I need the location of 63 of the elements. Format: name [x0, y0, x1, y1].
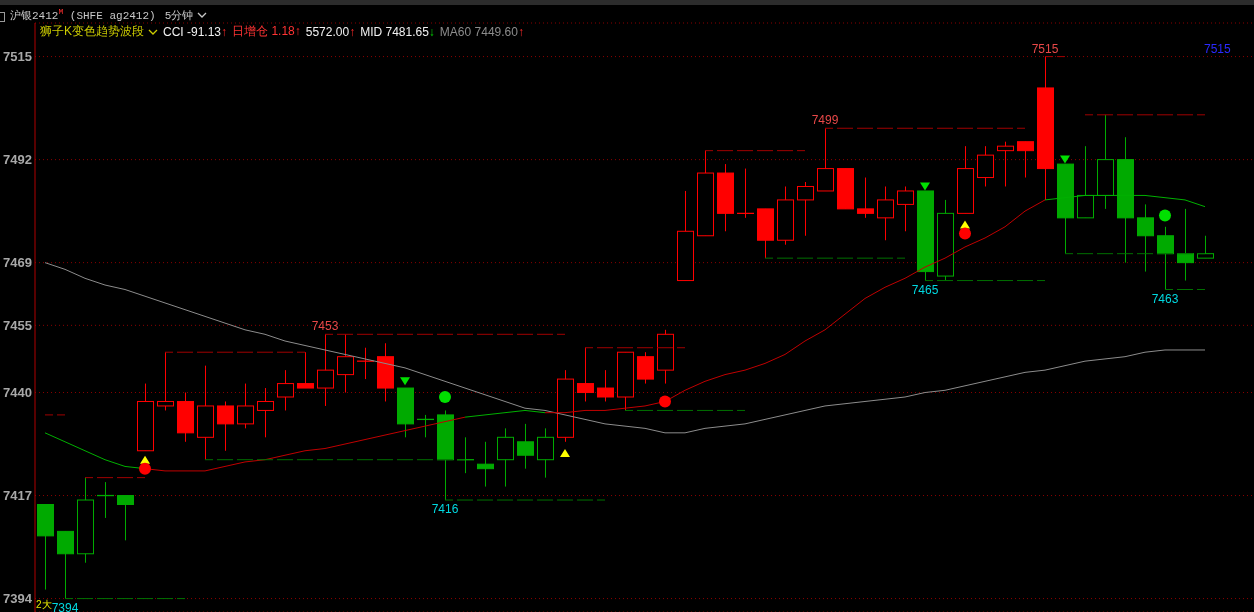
line-series	[44, 262, 1206, 434]
data-label: 7515	[1031, 41, 1059, 56]
candlestick	[1197, 235, 1214, 259]
annotation: 5572.00↑	[305, 24, 356, 39]
point	[560, 448, 570, 457]
y-tick-label: 7417	[3, 488, 32, 504]
candlestick	[157, 351, 174, 411]
annotation: CCI -91.13↑	[163, 24, 228, 39]
candlestick	[477, 441, 494, 488]
candlestick	[517, 423, 534, 470]
candlestick	[877, 185, 894, 241]
candlestick	[337, 333, 354, 394]
candlestick	[997, 141, 1014, 187]
data-label: 7394	[51, 600, 79, 612]
candlestick	[57, 530, 74, 600]
candlestick	[977, 145, 994, 187]
candlestick	[257, 387, 274, 438]
candlestick	[577, 347, 594, 402]
data-label: 7463	[1151, 291, 1179, 306]
y-tick-label: 7394	[3, 591, 33, 607]
y-tick-label: 7469	[3, 255, 32, 271]
annotation: 2大	[36, 599, 52, 610]
candlestick	[1017, 141, 1034, 179]
candlestick	[297, 351, 314, 389]
candlestick	[1177, 208, 1194, 282]
data-label: 7499	[811, 113, 839, 128]
point	[1159, 209, 1171, 222]
point	[959, 227, 971, 240]
chart-title: 沪银2412$^{M}$ (SHFE ag2412)	[10, 6, 156, 23]
candlestick	[1157, 226, 1174, 291]
candlestick	[797, 181, 814, 237]
candlestick	[217, 400, 234, 452]
candlestick	[857, 177, 874, 219]
data-label: 7465	[911, 282, 939, 297]
candlestick	[637, 351, 654, 385]
point	[659, 395, 671, 408]
candlestick	[897, 185, 914, 232]
annotation: 日增仓 1.18↑	[232, 24, 301, 38]
annotation: 狮子K变色趋势波段	[40, 24, 145, 38]
point	[439, 391, 451, 403]
data-label: 7453	[311, 319, 339, 334]
point	[400, 377, 410, 386]
candlestick	[497, 427, 514, 488]
candlestick	[537, 427, 554, 479]
candlestick	[597, 369, 614, 402]
y-tick-label: 7455	[3, 317, 32, 333]
annotation: 7515	[1204, 42, 1231, 56]
candlestick	[277, 369, 294, 411]
y-tick-label: 7440	[3, 385, 32, 401]
candlestick	[237, 383, 254, 429]
y-tick-label: 7515	[3, 49, 32, 65]
annotation: MID 7481.65↓	[360, 24, 435, 39]
candlestick	[117, 495, 134, 541]
candlestick	[1137, 203, 1154, 273]
y-tick-label: 7492	[3, 152, 32, 168]
candlestick	[317, 333, 334, 407]
chart-subtitle: 5分钟	[164, 8, 194, 23]
candlestick	[817, 127, 834, 192]
point	[920, 182, 930, 191]
point	[139, 462, 151, 475]
annotation: MA60 7449.60↑	[439, 24, 524, 39]
point	[1060, 155, 1070, 164]
data-label: 7416	[431, 502, 459, 517]
